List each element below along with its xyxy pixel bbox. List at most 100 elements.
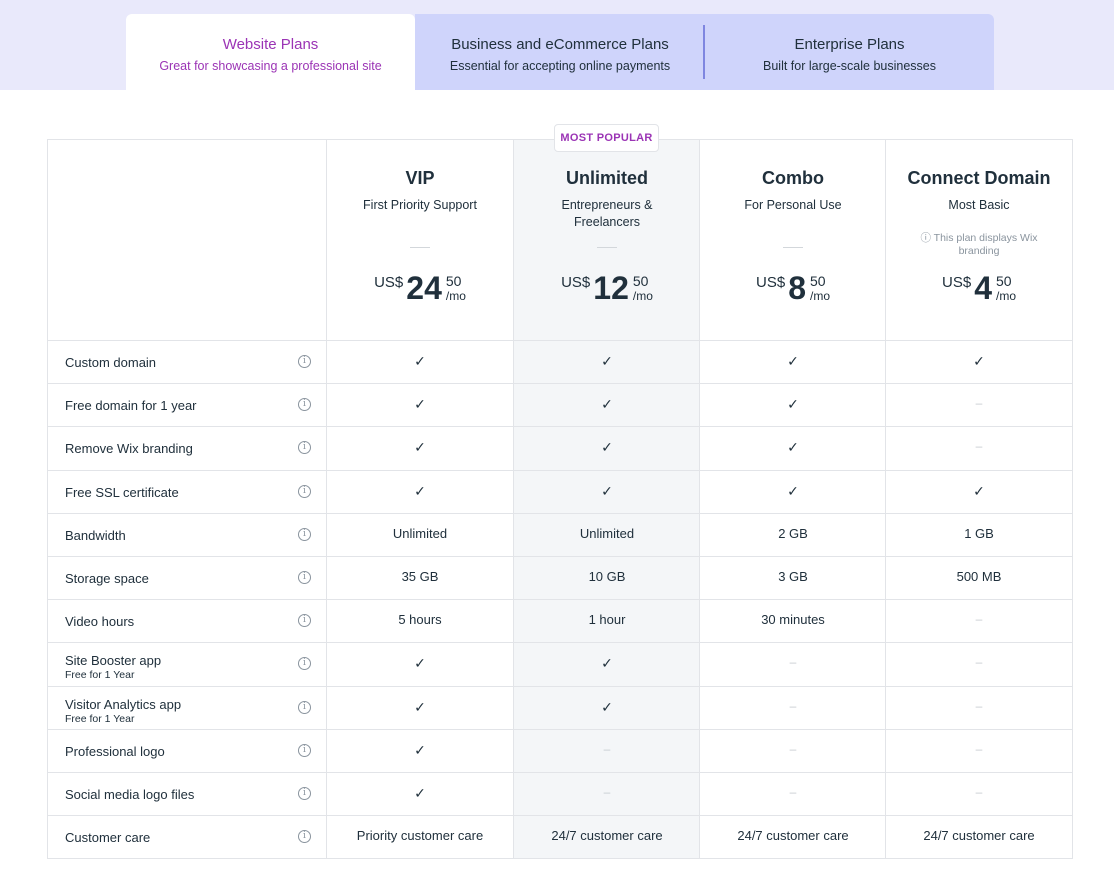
not-included-dash: – (975, 439, 983, 454)
not-included-dash: – (603, 785, 611, 799)
tab-subtitle: Built for large-scale businesses (763, 59, 936, 73)
info-icon[interactable]: i (298, 743, 311, 757)
row-divider (48, 469, 1072, 471)
price-amount: 8 (788, 270, 806, 306)
checkmark-icon: ✓ (601, 439, 613, 456)
tab-business-ecommerce-plans[interactable]: Business and eCommerce Plans Essential f… (415, 14, 705, 90)
checkmark-icon: ✓ (601, 396, 613, 413)
info-icon[interactable]: i (298, 527, 311, 541)
feature-label: Free SSL certificate (65, 485, 179, 500)
info-icon[interactable]: i (298, 657, 311, 671)
feature-name: Free SSL certificate (65, 484, 179, 500)
info-icon[interactable]: i (298, 441, 311, 455)
row-divider (48, 599, 1072, 601)
row-divider (48, 642, 1072, 644)
info-icon[interactable]: i (298, 700, 311, 714)
row-divider (48, 426, 1072, 428)
checkmark-icon: ✓ (601, 482, 613, 499)
row-divider (48, 512, 1072, 514)
feature-name: Social media logo files (65, 787, 195, 802)
feature-name: Custom domain (65, 355, 157, 370)
price-currency: US$ (374, 274, 404, 291)
plan-price: US$ 4 50/mo (886, 271, 1072, 311)
column-divider (326, 140, 327, 858)
info-icon[interactable]: i (298, 398, 311, 412)
not-included-dash: – (975, 785, 983, 799)
feature-value-vip: 35 GB (401, 569, 439, 584)
plan-subtitle: For Personal Use (744, 198, 842, 212)
price-cents: 50 (632, 273, 649, 289)
checkmark-icon: ✓ (973, 482, 985, 499)
feature-name: Storage space (65, 571, 149, 586)
checkmark-icon: ✓ (414, 741, 426, 758)
plan-subtitle: Entrepreneurs & Freelancers (561, 198, 653, 229)
feature-value-combo: 2 GB (778, 525, 808, 541)
feature-name: Professional logo (65, 743, 165, 759)
tab-title: Business and eCommerce Plans (451, 36, 669, 53)
feature-value-combo: 30 minutes (761, 612, 825, 628)
feature-label: Storage space (65, 571, 149, 586)
not-included-dash: – (975, 698, 983, 713)
info-icon[interactable]: i (298, 787, 311, 800)
plan-separator (410, 247, 430, 248)
feature-value-combo: 3 GB (778, 569, 808, 584)
feature-note: Free for 1 Year (65, 669, 135, 682)
price-amount: 12 (593, 270, 629, 306)
price-amount: 4 (974, 270, 992, 306)
most-popular-badge: MOST POPULAR (554, 124, 659, 152)
tab-website-plans[interactable]: Website Plans Great for showcasing a pro… (126, 14, 415, 90)
info-icon[interactable]: i (298, 484, 311, 498)
checkmark-icon: ✓ (414, 396, 426, 413)
plan-header-connect-domain: Connect Domain Most Basic ⓘ This plan disp… (886, 140, 1072, 340)
price-cents: 50 (809, 273, 826, 289)
price-currency: US$ (942, 274, 972, 291)
tab-divider (703, 25, 705, 79)
info-icon[interactable]: i (298, 614, 311, 628)
column-divider (699, 140, 700, 858)
tab-enterprise-plans[interactable]: Enterprise Plans Built for large-scale b… (705, 14, 994, 90)
row-divider (48, 383, 1072, 385)
info-icon[interactable]: i (298, 830, 311, 844)
plan-subtitle: First Priority Support (363, 198, 477, 212)
feature-value-unlimited: 1 hour (588, 612, 626, 628)
row-divider (48, 556, 1072, 557)
tab-title: Enterprise Plans (794, 36, 905, 53)
not-included-dash: – (975, 741, 983, 756)
checkmark-icon: ✓ (787, 353, 799, 369)
checkmark-icon: ✓ (787, 482, 799, 499)
checkmark-icon: ✓ (414, 698, 426, 715)
info-icon[interactable]: i (298, 355, 311, 368)
row-divider (48, 685, 1072, 687)
plan-price: US$ 12 50/mo (514, 271, 700, 311)
feature-label: Custom domain (65, 355, 156, 370)
feature-value-connect-domain: 1 GB (964, 525, 994, 541)
price-cents: 50 (995, 273, 1012, 289)
feature-label: Remove Wix branding (65, 441, 193, 456)
price-currency: US$ (756, 274, 786, 291)
checkmark-icon: ✓ (414, 482, 426, 499)
checkmark-icon: ✓ (414, 353, 426, 369)
checkmark-icon: ✓ (787, 396, 799, 413)
plan-header-unlimited: Unlimited Entrepreneurs & Freelancers US$ 1… (514, 140, 700, 340)
plan-comparison-table: VIP First Priority Support US$ 24 50/mo Unlim… (47, 139, 1073, 859)
feature-name: Free domain for 1 year (65, 398, 197, 414)
checkmark-icon: ✓ (414, 655, 426, 672)
not-included-dash: – (789, 698, 797, 713)
checkmark-icon: ✓ (601, 353, 613, 369)
feature-value-unlimited: 24/7 customer care (551, 828, 663, 844)
not-included-dash: – (789, 741, 797, 756)
plan-header-combo: Combo For Personal Use US$ 8 50/mo (700, 140, 886, 340)
not-included-dash: – (975, 655, 983, 670)
tab-subtitle: Great for showcasing a professional site (159, 59, 382, 73)
feature-value-unlimited: 10 GB (588, 569, 626, 584)
checkmark-icon: ✓ (787, 439, 799, 456)
plan-price: US$ 24 50/mo (327, 271, 513, 311)
checkmark-icon: ✓ (414, 439, 426, 456)
plan-price: US$ 8 50/mo (700, 271, 886, 311)
info-icon[interactable]: i (298, 571, 311, 584)
feature-name: Customer care (65, 830, 151, 846)
price-cents: 50 (445, 273, 462, 289)
plan-separator (597, 247, 617, 248)
feature-label: Visitor Analytics app Free for 1 Year (65, 697, 181, 725)
not-included-dash: – (603, 741, 611, 756)
